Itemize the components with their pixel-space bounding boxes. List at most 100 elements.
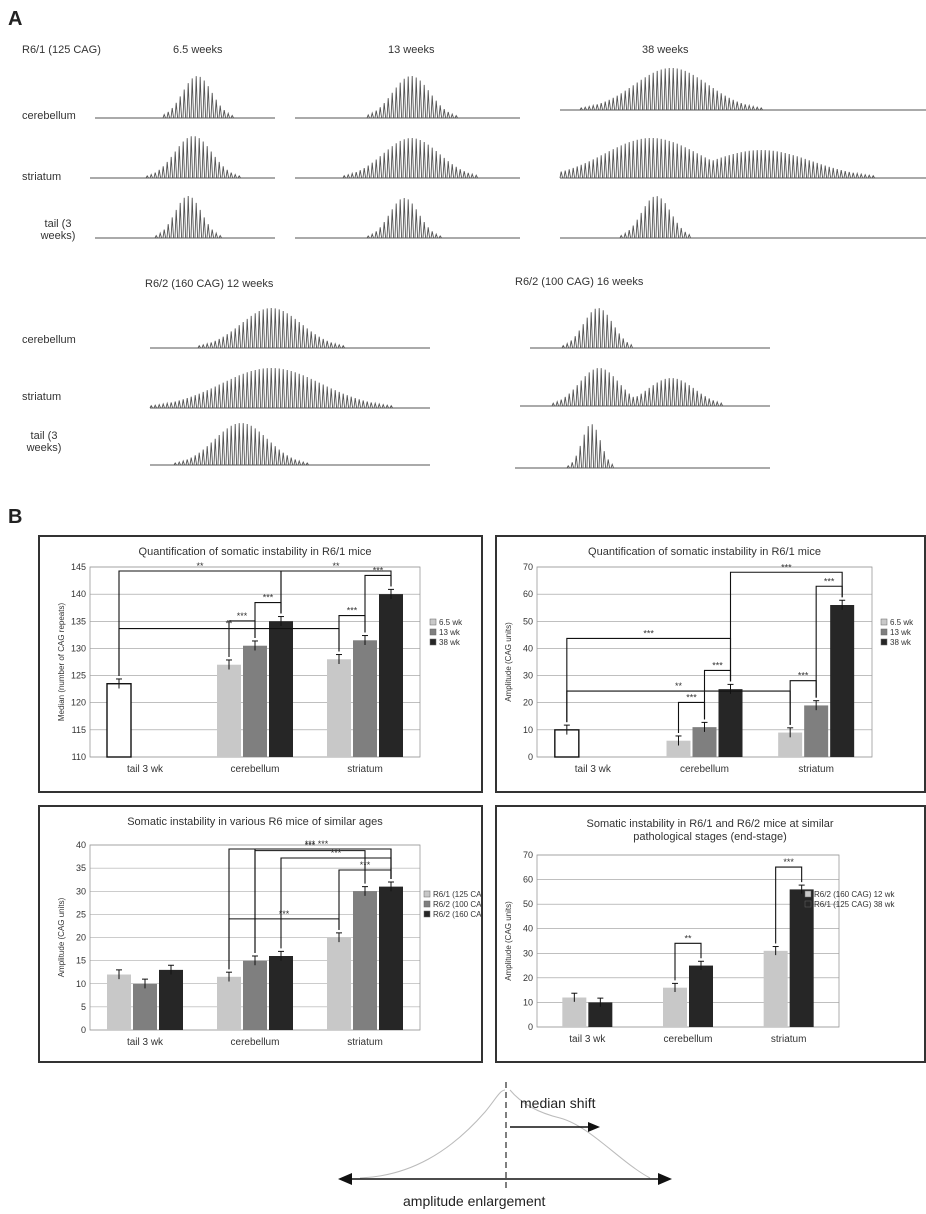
significance-label: ***	[279, 909, 290, 919]
legend-swatch	[804, 900, 812, 908]
legend-swatch	[423, 900, 431, 908]
bar	[107, 974, 131, 1030]
significance-label: ***	[305, 839, 316, 849]
x-tick-label: striatum	[798, 764, 834, 775]
panel-a-letter: A	[8, 8, 23, 30]
significance-label: ***	[318, 839, 329, 849]
bar	[666, 740, 691, 757]
bar	[789, 889, 814, 1027]
y-tick-label: 10	[76, 979, 86, 989]
y-tick-label: 110	[72, 752, 86, 762]
legend-swatch	[423, 890, 431, 898]
y-tick-label: 20	[76, 933, 86, 943]
significance-label: ***	[643, 628, 654, 638]
legend-label: 13 wk	[890, 628, 912, 637]
trace-2	[560, 68, 926, 111]
bar	[379, 886, 403, 1030]
y-tick-label: 140	[71, 589, 86, 599]
r62-row-cerebellum: cerebellum	[22, 334, 76, 346]
trace-5	[559, 138, 926, 179]
x-tick-label: tail 3 wk	[569, 1034, 606, 1045]
y-tick-label: 40	[76, 840, 86, 850]
legend-label: 38 wk	[439, 638, 461, 647]
significance-label: ***	[824, 576, 835, 586]
significance-bracket	[338, 869, 392, 930]
significance-label: ***	[783, 857, 794, 867]
y-tick-label: 50	[523, 899, 533, 909]
significance-label: ***	[237, 611, 248, 621]
legend-label: R6/2 (100 CAG)	[433, 900, 483, 909]
bar	[562, 997, 587, 1027]
y-tick-label: 30	[76, 886, 86, 896]
distribution-curve-right	[509, 1089, 651, 1179]
bar	[133, 983, 157, 1030]
bar	[353, 891, 377, 1030]
r61-header: R6/1 (125 CAG)	[22, 44, 101, 56]
amplitude-label: amplitude enlargement	[403, 1193, 546, 1209]
chart-title: Somatic instability in various R6 mice o…	[127, 816, 383, 828]
trace-1	[295, 76, 520, 119]
bar	[689, 965, 713, 1027]
significance-label: **	[675, 681, 683, 691]
x-tick-label: tail 3 wk	[127, 764, 164, 775]
r62-header-a: R6/2 (160 CAG) 12 weeks	[145, 278, 274, 290]
panel-b-letter: B	[8, 506, 23, 528]
trace-0	[95, 76, 275, 119]
legend-label: 38 wk	[890, 638, 912, 647]
y-tick-label: 50	[523, 616, 533, 626]
y-axis-label: Amplitude (CAG units)	[57, 897, 66, 977]
median-shift-label: median shift	[520, 1095, 596, 1111]
legend-swatch	[429, 618, 437, 626]
bar	[217, 976, 241, 1030]
trace-3	[90, 136, 275, 179]
significance-label: **	[332, 561, 340, 571]
significance-bracket	[566, 690, 791, 725]
r61-row-striatum: striatum	[22, 171, 62, 183]
y-tick-label: 125	[71, 671, 86, 681]
significance-label: ***	[360, 860, 371, 870]
legend-swatch	[429, 638, 437, 646]
significance-label: **	[684, 933, 692, 943]
chart-title: Quantification of somatic instability in…	[588, 546, 821, 558]
significance-bracket	[118, 627, 340, 676]
legend-swatch	[429, 628, 437, 636]
significance-label: ***	[263, 593, 274, 603]
amplitude-arrowhead-left	[338, 1173, 352, 1185]
y-tick-label: 10	[523, 725, 533, 735]
r62-row-tail: tail (3 weeks)	[26, 430, 62, 454]
significance-label: ***	[331, 848, 342, 858]
legend-swatch	[880, 638, 888, 646]
bar	[718, 689, 743, 757]
significance-label: **	[196, 561, 204, 571]
significance-label: **	[225, 619, 233, 629]
y-tick-label: 60	[523, 875, 533, 885]
r61-age-3: 38 weeks	[642, 44, 689, 56]
trace-12	[520, 368, 770, 407]
legend-swatch	[804, 890, 812, 898]
amplitude-arrowhead-right	[658, 1173, 672, 1185]
trace-9	[150, 307, 430, 349]
median-shift-arrowhead	[588, 1122, 600, 1132]
significance-bracket	[254, 848, 392, 953]
legend-label: 6.5 wk	[439, 618, 463, 627]
bar	[692, 727, 717, 757]
genescan-traces	[90, 68, 926, 469]
trace-13	[150, 423, 430, 466]
r62-header-b: R6/2 (100 CAG) 16 weeks	[515, 276, 644, 288]
legend-swatch	[423, 910, 431, 918]
legend-label: R6/1 (125 CAG)	[433, 890, 483, 899]
shift-diagram	[338, 1082, 672, 1192]
bar	[379, 594, 403, 757]
bar	[830, 605, 855, 757]
chart-box-3	[38, 805, 483, 1063]
trace-7	[295, 197, 520, 239]
chart-title-line: pathological stages (end-stage)	[633, 831, 786, 843]
y-tick-label: 0	[81, 1025, 86, 1035]
y-tick-label: 20	[523, 698, 533, 708]
chart-1: Quantification of somatic instability in…	[57, 546, 463, 775]
y-tick-label: 70	[523, 562, 533, 572]
significance-label: ***	[686, 692, 697, 702]
chart-4: Somatic instability in R6/1 and R6/2 mic…	[504, 818, 895, 1045]
y-tick-label: 20	[523, 973, 533, 983]
significance-label: ***	[305, 841, 316, 851]
